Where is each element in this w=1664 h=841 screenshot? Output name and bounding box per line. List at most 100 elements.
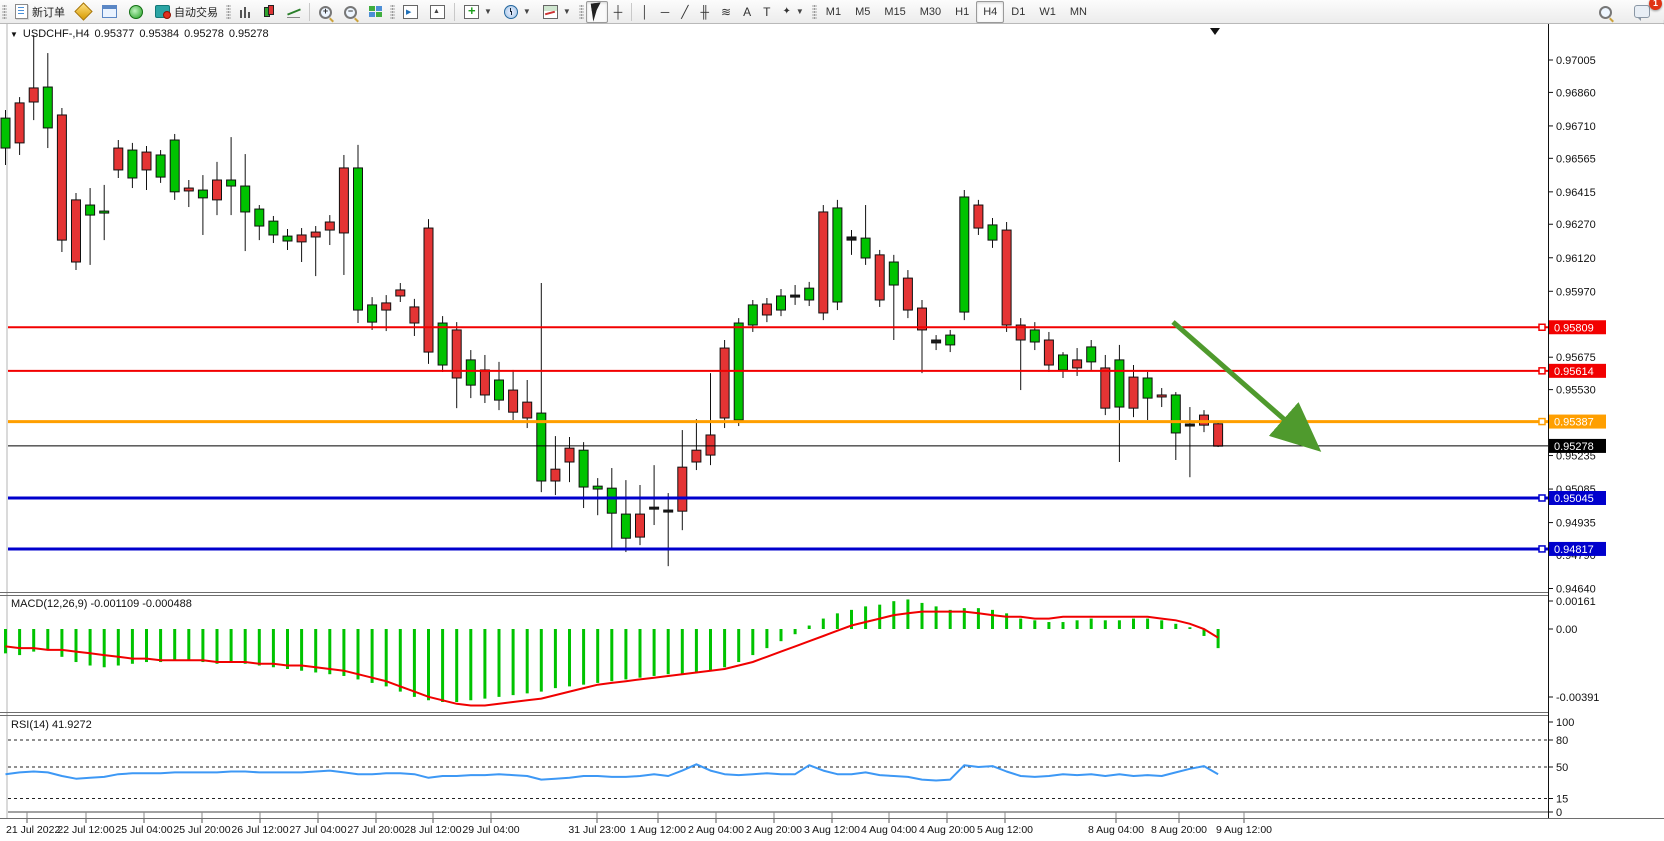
line-chart-button[interactable] [281, 1, 306, 23]
new-chart-icon [74, 2, 93, 21]
candle-body [268, 220, 279, 236]
toolbar-grip[interactable] [578, 3, 584, 20]
candle-body [296, 234, 307, 243]
candle-body [282, 235, 293, 242]
candle-body [1072, 359, 1083, 369]
rsi-tick-label: 50 [1556, 762, 1568, 774]
chart-background [0, 24, 1664, 841]
rsi-line [5, 763, 1219, 782]
timeframe-m30[interactable]: M30 [919, 5, 942, 18]
tile-windows-button[interactable] [363, 1, 388, 23]
candle-body [381, 302, 392, 311]
timeframe-m1[interactable]: M1 [825, 5, 842, 18]
candlestick-chart-button[interactable] [257, 1, 281, 23]
timeframe-h4[interactable]: H4 [976, 0, 1005, 23]
toolbar-grip[interactable] [2, 3, 7, 20]
search-icon [1599, 5, 1612, 19]
rsi-name: RSI(14) [11, 719, 49, 731]
timeframe-h1[interactable]: H1 [955, 5, 970, 18]
price-tick-label: 0.96120 [1556, 253, 1596, 265]
channel-tool-button[interactable]: ╫E [695, 1, 1664, 28]
symbol-header[interactable]: ▼ USDCHF-,H4 0.95377 0.95384 0.95278 0.9… [10, 28, 269, 40]
timeframe-group: M1 M5 M15 M30 H1 H4 D1 W1 MN [819, 0, 1094, 23]
clock-icon [503, 4, 518, 19]
time-tick-label: 8 Aug 04:00 [1088, 824, 1144, 836]
candle-body [254, 208, 265, 227]
auto-trading-button[interactable]: 自动交易 [149, 1, 224, 23]
candle-body [56, 114, 67, 241]
candle-body [1170, 394, 1181, 434]
candle-body [338, 167, 349, 234]
timeframe-m15[interactable]: M15 [884, 5, 906, 18]
candle-body [99, 210, 110, 214]
hline-handle[interactable] [1538, 494, 1546, 502]
market-watch-button[interactable] [123, 1, 149, 23]
rsi-value: 41.9272 [51, 719, 92, 731]
vertical-line-icon: │ [641, 4, 649, 19]
timeframe-d1[interactable]: D1 [1011, 5, 1026, 18]
candlestick-icon [263, 5, 275, 18]
hline-handle[interactable] [1538, 417, 1546, 426]
candle-body [705, 434, 716, 456]
hline-handle[interactable] [1538, 323, 1546, 332]
candle-body [1213, 423, 1224, 447]
trend-arrow[interactable] [1171, 320, 1322, 452]
toolbar-grip[interactable] [390, 3, 395, 20]
arrows-tool-button[interactable]: ✦ ▼ [782, 5, 804, 17]
candle-body [155, 154, 166, 178]
price-tick-label: 0.96860 [1556, 87, 1596, 99]
ohlc-close: 0.95278 [228, 28, 269, 40]
cursor-tool-button[interactable] [585, 0, 608, 23]
vline-tool-button[interactable]: │ [635, 1, 655, 23]
periods-button[interactable]: ▼ [498, 1, 537, 23]
svg-text:0.95045: 0.95045 [1554, 493, 1594, 505]
time-tick-label: 2 Aug 20:00 [746, 824, 802, 836]
chart-shift-button[interactable] [424, 1, 451, 23]
bar-chart-icon [239, 5, 251, 18]
text-tool-button[interactable]: A [737, 1, 757, 23]
crosshair-tool-button[interactable]: ┼ [608, 1, 629, 23]
zoom-out-button[interactable]: − [338, 1, 363, 23]
auto-scroll-button[interactable] [397, 1, 424, 23]
profiles-button[interactable] [96, 1, 123, 23]
chart-shift-marker[interactable] [1210, 28, 1220, 35]
timeframe-w1[interactable]: W1 [1039, 5, 1056, 18]
notifications-button[interactable]: 1 [1628, 0, 1662, 23]
timeframe-mn[interactable]: MN [1069, 5, 1087, 18]
zoom-in-button[interactable]: + [313, 1, 338, 23]
fibonacci-tool-button[interactable]: ≋F [715, 1, 1664, 28]
rsi-tick-label: 100 [1556, 717, 1574, 729]
chat-bubble-icon [1634, 5, 1650, 21]
tile-windows-icon [369, 5, 382, 18]
candle-body [917, 307, 927, 331]
candle-body [691, 449, 702, 463]
candle-body [127, 149, 138, 179]
new-chart-button[interactable] [71, 1, 96, 23]
indicators-button[interactable]: ▼ [458, 1, 498, 23]
price-tick-label: 0.95235 [1556, 451, 1596, 463]
timeframe-m5[interactable]: M5 [855, 5, 871, 18]
candle-body [310, 231, 321, 238]
hline-tool-button[interactable]: ─ [655, 1, 676, 23]
candle-body [367, 304, 378, 323]
hline-handle[interactable] [1538, 367, 1546, 375]
toolbar-grip[interactable] [226, 3, 231, 20]
toolbar-grip[interactable] [811, 3, 817, 20]
svg-text:0.95387: 0.95387 [1554, 417, 1594, 429]
candle-body [353, 167, 363, 311]
trendline-tool-button[interactable]: ╱ [675, 1, 694, 23]
bar-chart-button[interactable] [233, 1, 257, 23]
templates-button[interactable]: ▼ [537, 1, 577, 23]
search-button[interactable] [1593, 1, 1618, 23]
rsi-tick-label: 15 [1556, 794, 1568, 806]
time-tick-label: 31 Jul 23:00 [568, 824, 625, 836]
candle-body [888, 261, 899, 286]
new-order-button[interactable]: 新订单 [9, 1, 71, 23]
candle-body [747, 304, 758, 326]
candle-body [874, 254, 885, 301]
label-tool-button[interactable]: T [757, 1, 776, 23]
hline-handle[interactable] [1538, 545, 1546, 553]
arrows-icon: ✦ [782, 5, 791, 17]
candle-body [113, 147, 124, 171]
